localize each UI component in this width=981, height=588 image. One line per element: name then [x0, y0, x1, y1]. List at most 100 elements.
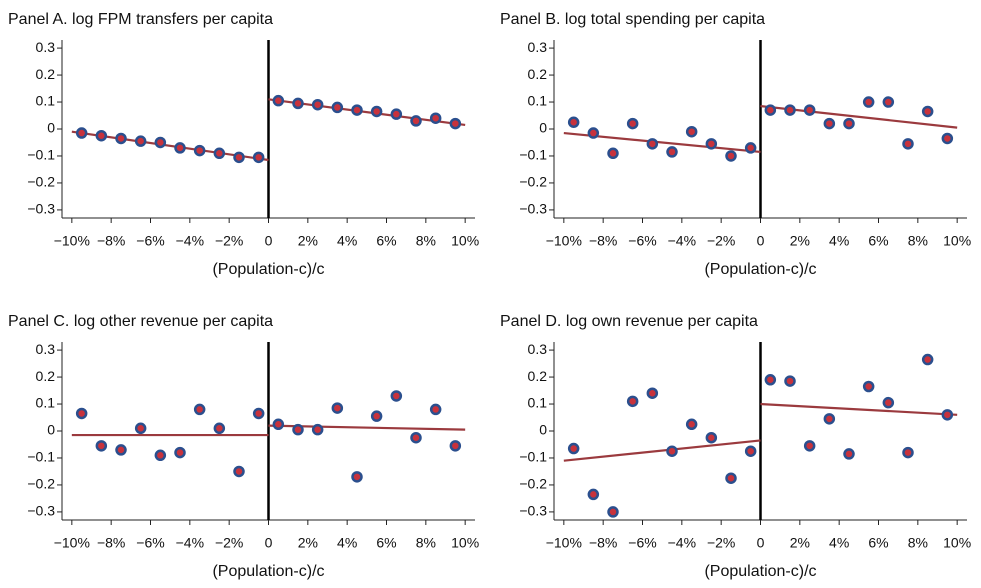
- point: [115, 444, 127, 456]
- x-tick-label: 10%: [943, 233, 971, 249]
- x-axis-label: (Population-c)/c: [704, 563, 816, 580]
- x-tick-label: −2%: [215, 535, 243, 551]
- point: [370, 410, 383, 422]
- point: [154, 449, 167, 462]
- point: [784, 375, 796, 387]
- point: [764, 374, 777, 386]
- y-tick-label: 0.2: [528, 368, 548, 384]
- x-tick-label: 4%: [829, 535, 849, 551]
- x-tick-label: 0: [265, 535, 273, 551]
- y-tick-label: 0.1: [528, 93, 548, 109]
- x-tick-label: 6%: [376, 535, 396, 551]
- x-tick-label: −2%: [707, 535, 735, 551]
- point: [941, 409, 954, 421]
- x-tick-label: −8%: [589, 233, 617, 249]
- x-tick-label: −6%: [628, 535, 656, 551]
- y-tick-label: 0.3: [36, 39, 56, 55]
- y-tick-label: −0.1: [519, 147, 547, 163]
- point: [272, 94, 285, 107]
- point: [626, 117, 639, 130]
- point: [685, 125, 698, 138]
- point: [803, 104, 816, 116]
- point: [567, 442, 580, 455]
- x-tick-label: 2%: [790, 535, 810, 551]
- point: [410, 431, 422, 444]
- y-tick-label: −0.2: [519, 476, 547, 492]
- x-tick-label: −8%: [97, 535, 125, 551]
- point: [193, 144, 206, 157]
- y-tick-label: 0.2: [36, 66, 56, 82]
- point: [351, 104, 363, 116]
- y-tick-label: 0.3: [36, 341, 56, 357]
- point: [646, 138, 659, 150]
- y-tick-label: −0.1: [27, 147, 55, 163]
- x-tick-label: 8%: [908, 535, 928, 551]
- point: [862, 380, 875, 393]
- point: [410, 115, 422, 127]
- x-tick-label: −4%: [668, 535, 696, 551]
- point: [134, 135, 147, 147]
- x-tick-label: 0: [757, 535, 765, 551]
- x-tick-label: −10%: [54, 233, 90, 249]
- point: [921, 105, 934, 118]
- point: [902, 446, 914, 459]
- point: [174, 142, 186, 154]
- x-tick-label: −8%: [589, 535, 617, 551]
- x-tick-label: 10%: [943, 535, 971, 551]
- point: [685, 418, 698, 431]
- point: [174, 446, 186, 459]
- x-tick-label: 6%: [868, 233, 888, 249]
- x-tick-label: −8%: [97, 233, 125, 249]
- point: [843, 117, 855, 130]
- point: [587, 488, 600, 501]
- point: [154, 136, 167, 149]
- point: [823, 413, 836, 425]
- point: [705, 431, 718, 444]
- point: [882, 96, 895, 108]
- panel-title: Panel D. log own revenue per capita: [500, 313, 758, 330]
- point: [213, 147, 226, 160]
- x-tick-label: −6%: [136, 535, 164, 551]
- panel-title: Panel A. log FPM transfers per capita: [8, 11, 273, 28]
- x-tick-label: −10%: [546, 535, 582, 551]
- point: [272, 418, 285, 431]
- y-tick-label: 0: [47, 120, 55, 136]
- point: [882, 396, 895, 409]
- point: [941, 132, 954, 145]
- y-tick-label: −0.3: [519, 201, 547, 217]
- x-tick-label: 4%: [829, 233, 849, 249]
- x-tick-label: −4%: [668, 233, 696, 249]
- x-tick-label: 6%: [868, 535, 888, 551]
- point: [390, 108, 403, 120]
- x-tick-label: 4%: [337, 535, 357, 551]
- x-tick-label: −6%: [628, 233, 656, 249]
- y-tick-label: 0: [539, 422, 547, 438]
- x-tick-label: 4%: [337, 233, 357, 249]
- y-tick-label: −0.1: [27, 449, 55, 465]
- x-axis-label: (Population-c)/c: [212, 563, 324, 580]
- x-tick-label: −2%: [707, 233, 735, 249]
- panel-title: Panel B. log total spending per capita: [500, 11, 765, 28]
- point: [823, 117, 836, 130]
- point: [607, 506, 619, 518]
- point: [331, 402, 344, 414]
- point: [764, 104, 777, 116]
- point: [134, 422, 147, 435]
- x-tick-label: 10%: [451, 233, 479, 249]
- point: [843, 448, 855, 460]
- x-tick-label: 6%: [376, 233, 396, 249]
- x-tick-label: 8%: [416, 233, 436, 249]
- y-tick-label: −0.3: [27, 201, 55, 217]
- y-tick-label: −0.2: [27, 174, 55, 190]
- point: [311, 98, 324, 111]
- x-tick-label: 10%: [451, 535, 479, 551]
- point: [803, 440, 816, 452]
- point: [331, 101, 344, 114]
- x-tick-label: 8%: [908, 233, 928, 249]
- point: [370, 105, 383, 118]
- x-tick-label: 8%: [416, 535, 436, 551]
- y-tick-label: 0.1: [528, 395, 548, 411]
- x-tick-label: −4%: [176, 233, 204, 249]
